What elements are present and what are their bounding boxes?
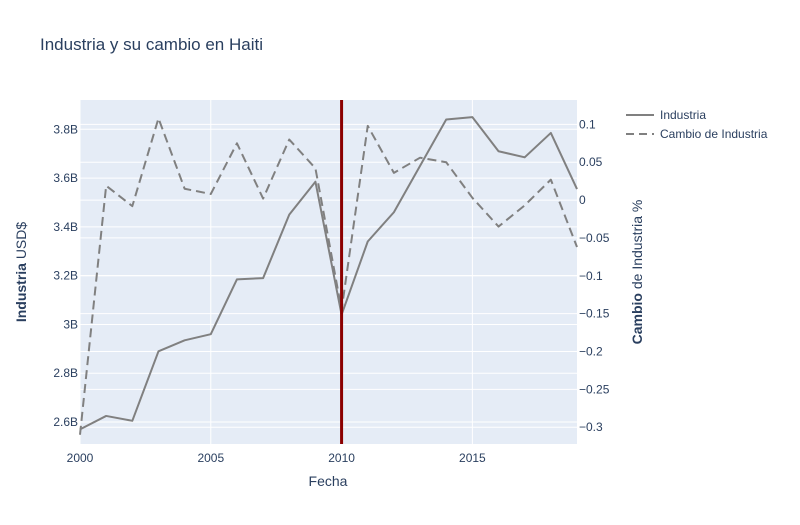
data-point-industria[interactable] (182, 337, 188, 343)
data-point-cambio[interactable] (365, 123, 371, 129)
data-point-industria[interactable] (391, 209, 397, 215)
y2-axis-title: Cambio de Industria % (629, 200, 645, 345)
series-layer (77, 114, 580, 438)
x-tick-label: 2005 (197, 451, 224, 465)
series-line-cambio (79, 117, 578, 435)
series-line-industria (79, 116, 578, 431)
data-point-industria[interactable] (129, 418, 135, 424)
data-point-cambio[interactable] (103, 183, 109, 189)
data-point-cambio[interactable] (155, 115, 161, 121)
data-point-cambio[interactable] (77, 432, 83, 438)
y2-axis-title-bold: Cambio (629, 293, 645, 344)
data-point-cambio[interactable] (312, 165, 318, 171)
y2-tick-label: 0 (579, 193, 586, 207)
legend-label-cambio: Cambio de Industria (660, 127, 768, 141)
y2-tick-label: −0.2 (579, 344, 603, 358)
data-point-industria[interactable] (260, 275, 266, 281)
data-point-industria[interactable] (469, 114, 475, 120)
x-axis-title: Fecha (309, 473, 348, 489)
y-axis-title-bold: Industria (13, 263, 29, 322)
x-tick-label: 2015 (459, 451, 486, 465)
data-point-cambio[interactable] (129, 203, 135, 209)
data-point-cambio[interactable] (522, 202, 528, 208)
plot-area (80, 100, 577, 444)
y-tick-label: 2.8B (53, 366, 78, 380)
y-axis-title: Industria USD$ (13, 222, 29, 323)
y2-axis-title-rest: de Industria % (629, 200, 645, 293)
y-tick-label: 2.6B (53, 415, 78, 429)
x-tick-label: 2000 (67, 451, 94, 465)
legend-item-industria[interactable]: Industria (626, 108, 706, 122)
data-point-cambio[interactable] (417, 155, 423, 161)
data-point-cambio[interactable] (286, 137, 292, 143)
data-point-cambio[interactable] (208, 191, 214, 197)
tick-labels: 2000 2005 2010 2015 2.6B 2.8B 3B 3.2B 3.4B 3.6B 3.… (53, 117, 609, 465)
x-tick-label: 2010 (328, 451, 355, 465)
data-point-industria[interactable] (286, 212, 292, 218)
data-point-cambio[interactable] (391, 170, 397, 176)
data-point-cambio[interactable] (443, 159, 449, 165)
data-point-industria[interactable] (443, 117, 449, 123)
data-point-industria[interactable] (365, 239, 371, 245)
data-point-industria[interactable] (417, 163, 423, 169)
data-point-industria[interactable] (208, 331, 214, 337)
data-point-cambio[interactable] (234, 140, 240, 146)
data-point-industria[interactable] (155, 348, 161, 354)
y-tick-label: 3.8B (53, 122, 78, 136)
legend[interactable]: Industria Cambio de Industria (626, 108, 768, 141)
y-tick-label: 3B (63, 317, 78, 331)
y-tick-label: 3.6B (53, 171, 78, 185)
y-axis-title-rest: USD$ (13, 222, 29, 263)
data-point-cambio[interactable] (496, 224, 502, 230)
data-point-industria[interactable] (522, 154, 528, 160)
legend-item-cambio[interactable]: Cambio de Industria (626, 127, 768, 141)
y2-tick-label: −0.25 (579, 382, 610, 396)
y2-tick-label: 0.05 (579, 155, 603, 169)
data-point-industria[interactable] (103, 413, 109, 419)
chart-title: Industria y su cambio en Haiti (40, 35, 263, 54)
data-point-industria[interactable] (574, 186, 580, 192)
y-tick-label: 3.2B (53, 269, 78, 283)
y2-tick-label: −0.3 (579, 420, 603, 434)
y2-tick-label: −0.05 (579, 231, 610, 245)
data-point-industria[interactable] (234, 276, 240, 282)
data-point-cambio[interactable] (548, 177, 554, 183)
y2-tick-label: −0.1 (579, 269, 603, 283)
legend-label-industria: Industria (660, 108, 706, 122)
y2-tick-label: 0.1 (579, 117, 596, 131)
y2-tick-label: −0.15 (579, 307, 610, 321)
y-tick-label: 3.4B (53, 220, 78, 234)
data-point-cambio[interactable] (182, 186, 188, 192)
data-point-cambio[interactable] (260, 196, 266, 202)
data-point-industria[interactable] (548, 130, 554, 136)
data-point-cambio[interactable] (469, 195, 475, 201)
data-point-industria[interactable] (496, 148, 502, 154)
